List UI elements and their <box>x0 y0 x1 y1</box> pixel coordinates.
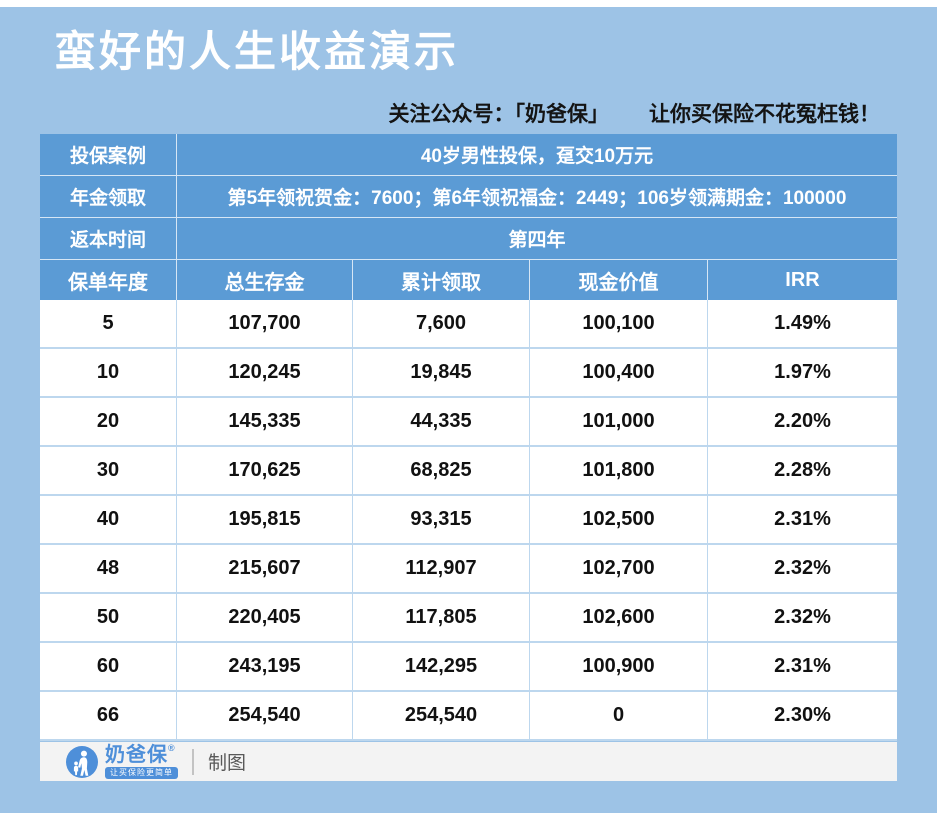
table-cell: 107,700 <box>177 300 353 347</box>
brand-tagline: 让买保险更简单 <box>105 766 178 779</box>
table-cell: 7,600 <box>353 300 530 347</box>
table-cell: 120,245 <box>177 349 353 396</box>
table-cell: 215,607 <box>177 545 353 592</box>
table-header-row: 保单年度 总生存金 累计领取 现金价值 IRR <box>40 260 897 300</box>
table-cell: 5 <box>40 300 177 347</box>
page-title: 蛮好的人生收益演示 <box>54 28 460 75</box>
table-cell: 1.97% <box>774 361 831 383</box>
info-value: 第四年 <box>508 230 566 251</box>
table-cell: 142,295 <box>353 643 530 690</box>
table-cell: 100,900 <box>530 643 708 690</box>
table-cell: 50 <box>40 594 177 641</box>
table-cell: 48 <box>40 545 177 592</box>
table-cell: 2.31% <box>774 508 831 530</box>
table-cell: 0 <box>530 692 708 739</box>
brand-text-block: 奶爸保 ® 让买保险更简单 <box>105 742 178 779</box>
info-row-case: 投保案例 40岁男性投保，趸交10万元 <box>40 134 897 176</box>
top-white-strip <box>0 0 937 7</box>
table-cell: 60 <box>40 643 177 690</box>
table-cell: 20 <box>40 398 177 445</box>
table-cell: 30 <box>40 447 177 494</box>
table-row: 10 120,245 19,845 100,400 1.97% <box>40 349 897 398</box>
subtitle: 关注公众号：「奶爸保」 让你买保险不花冤枉钱！ <box>389 98 881 128</box>
info-row-payback: 返本时间 第四年 <box>40 218 897 260</box>
header-policy-year: 保单年度 <box>40 260 177 300</box>
table-cell: 2.28% <box>774 459 831 481</box>
table-cell: 19,845 <box>353 349 530 396</box>
table-cell: 170,625 <box>177 447 353 494</box>
table-cell: 101,800 <box>530 447 708 494</box>
brand-logo: 奶爸保 ® 让买保险更简单 <box>66 742 178 779</box>
table-row: 50 220,405 117,805 102,600 2.32% <box>40 594 897 643</box>
table-row: 66 254,540 254,540 0 2.30% <box>40 692 897 741</box>
table-cell: 101,000 <box>530 398 708 445</box>
table-cell: 145,335 <box>177 398 353 445</box>
table-cell: 10 <box>40 349 177 396</box>
table-cell: 68,825 <box>353 447 530 494</box>
table-cell: 220,405 <box>177 594 353 641</box>
table-row: 20 145,335 44,335 101,000 2.20% <box>40 398 897 447</box>
table-cell: 254,540 <box>353 692 530 739</box>
made-by-label: 制图 <box>208 753 247 774</box>
registered-mark: ® <box>168 742 175 753</box>
table-cell: 112,907 <box>353 545 530 592</box>
table-cell: 100,400 <box>530 349 708 396</box>
table-cell: 102,500 <box>530 496 708 543</box>
slogan-text: 让你买保险不花冤枉钱！ <box>649 103 880 126</box>
header-total-survival: 总生存金 <box>177 260 353 300</box>
table-cell: 195,815 <box>177 496 353 543</box>
info-label: 返本时间 <box>40 218 177 259</box>
info-value: 第5年领祝贺金：7600；第6年领祝福金：2449；106岁领满期金：10000… <box>227 188 847 209</box>
table-row: 30 170,625 68,825 101,800 2.28% <box>40 447 897 496</box>
follow-account-text: 关注公众号：「奶爸保」 <box>388 103 610 126</box>
table-row: 48 215,607 112,907 102,700 2.32% <box>40 545 897 594</box>
footer-divider <box>192 748 194 775</box>
table-cell: 102,700 <box>530 545 708 592</box>
table-cell: 2.32% <box>774 557 831 579</box>
table-row: 40 195,815 93,315 102,500 2.31% <box>40 496 897 545</box>
header-cash-value: 现金价值 <box>530 260 708 300</box>
table-cell: 66 <box>40 692 177 739</box>
table-cell: 2.30% <box>774 704 831 726</box>
table-row: 60 243,195 142,295 100,900 2.31% <box>40 643 897 692</box>
table-cell: 44,335 <box>353 398 530 445</box>
table-cell: 40 <box>40 496 177 543</box>
table-cell: 1.49% <box>774 312 831 334</box>
footer-bar: 奶爸保 ® 让买保险更简单 制图 <box>40 742 897 781</box>
dad-and-child-icon <box>66 745 98 778</box>
info-label: 投保案例 <box>40 134 177 175</box>
table-cell: 2.31% <box>774 655 831 677</box>
table-cell: 254,540 <box>177 692 353 739</box>
brand-name: 奶爸保 <box>105 743 168 766</box>
benefit-table: 投保案例 40岁男性投保，趸交10万元 年金领取 第5年领祝贺金：7600；第6… <box>40 134 897 741</box>
table-cell: 2.32% <box>774 606 831 628</box>
header-irr: IRR <box>785 268 820 291</box>
table-cell: 102,600 <box>530 594 708 641</box>
info-label: 年金领取 <box>40 176 177 217</box>
info-row-annuity: 年金领取 第5年领祝贺金：7600；第6年领祝福金：2449；106岁领满期金：… <box>40 176 897 218</box>
header-cumulative: 累计领取 <box>353 260 530 300</box>
table-row: 5 107,700 7,600 100,100 1.49% <box>40 300 897 349</box>
table-cell: 243,195 <box>177 643 353 690</box>
table-cell: 100,100 <box>530 300 708 347</box>
info-value: 40岁男性投保，趸交10万元 <box>420 146 654 167</box>
table-cell: 117,805 <box>353 594 530 641</box>
table-cell: 2.20% <box>774 410 831 432</box>
table-cell: 93,315 <box>353 496 530 543</box>
